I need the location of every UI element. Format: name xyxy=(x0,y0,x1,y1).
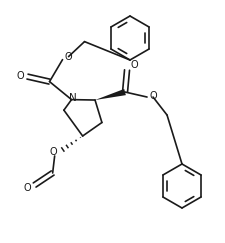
Text: O: O xyxy=(149,91,157,101)
Text: O: O xyxy=(65,52,72,62)
Text: O: O xyxy=(50,147,57,157)
Polygon shape xyxy=(95,89,126,100)
Text: N: N xyxy=(69,93,76,103)
Text: O: O xyxy=(24,183,32,193)
Text: O: O xyxy=(17,71,24,81)
Text: O: O xyxy=(130,60,138,70)
